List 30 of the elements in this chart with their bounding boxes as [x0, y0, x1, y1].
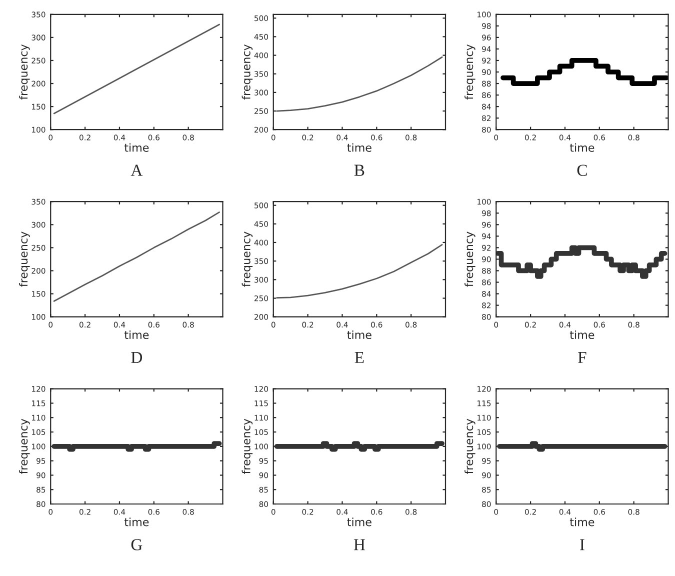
x-axis-title: time [347, 143, 372, 152]
y-axis-title: frequency [19, 44, 30, 100]
y-axis-title: frequency [464, 44, 476, 100]
y-axis-title: frequency [242, 418, 253, 474]
y-axis-title: frequency [464, 418, 476, 474]
x-axis-title: time [124, 518, 149, 526]
x-axis-title: time [347, 518, 372, 526]
text: C [577, 164, 587, 176]
line-series [53, 212, 220, 302]
text: D [131, 352, 142, 363]
y-axis-title: frequency [19, 418, 30, 474]
x-axis-title: time [124, 330, 149, 340]
y-axis-title: frequency [242, 232, 253, 287]
y-axis-title: frequency [19, 232, 30, 287]
line-series [276, 56, 443, 112]
line-series [276, 244, 443, 299]
text: G [131, 539, 142, 550]
x-axis-title: time [570, 143, 594, 152]
y-axis-title: frequency [464, 232, 476, 287]
text: E [354, 352, 364, 363]
x-axis-title: time [570, 330, 594, 340]
text: I [580, 539, 584, 550]
text: F [578, 352, 586, 363]
x-axis-title: time [124, 143, 149, 152]
x-axis-title: time [347, 330, 372, 340]
text: A [130, 164, 143, 176]
text: B [354, 164, 364, 176]
text: H [354, 539, 365, 550]
y-axis-title: frequency [242, 44, 253, 100]
x-axis-title: time [570, 518, 594, 526]
